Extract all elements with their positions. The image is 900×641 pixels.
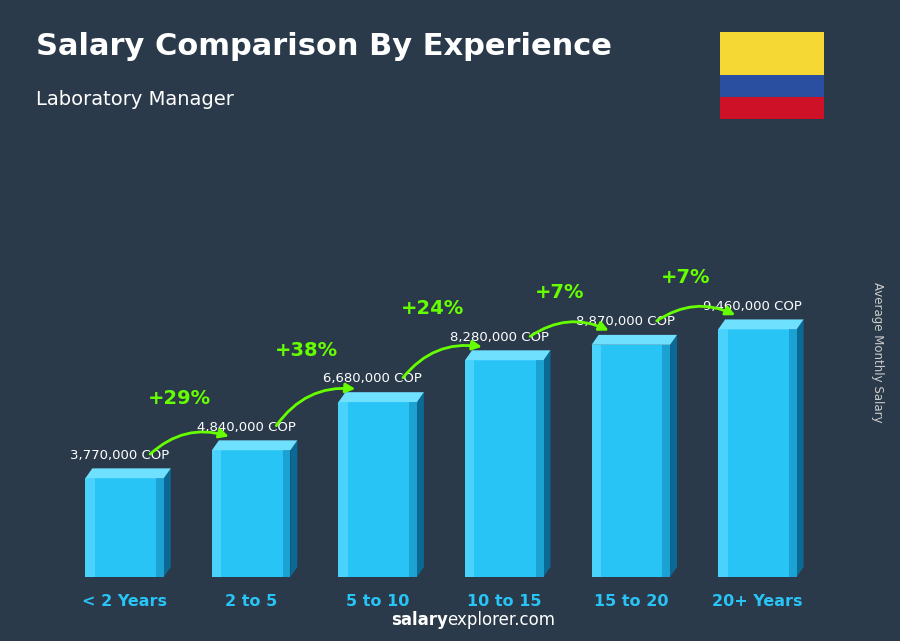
Polygon shape <box>796 319 804 577</box>
Text: 20+ Years: 20+ Years <box>712 594 803 609</box>
Polygon shape <box>465 360 474 577</box>
Text: +7%: +7% <box>535 283 584 303</box>
Text: 15 to 20: 15 to 20 <box>594 594 668 609</box>
Bar <box>720 76 824 97</box>
Text: 8,280,000 COP: 8,280,000 COP <box>450 331 549 344</box>
Text: +38%: +38% <box>274 341 338 360</box>
Polygon shape <box>591 345 601 577</box>
Text: +24%: +24% <box>401 299 464 318</box>
Polygon shape <box>291 440 297 577</box>
Polygon shape <box>212 440 297 450</box>
Text: 2 to 5: 2 to 5 <box>225 594 277 609</box>
Text: < 2 Years: < 2 Years <box>82 594 167 609</box>
Polygon shape <box>788 329 796 577</box>
Polygon shape <box>417 392 424 577</box>
Text: explorer.com: explorer.com <box>447 612 555 629</box>
Polygon shape <box>164 469 171 577</box>
Text: +7%: +7% <box>662 268 711 287</box>
Polygon shape <box>718 319 804 329</box>
Polygon shape <box>591 345 670 577</box>
Polygon shape <box>86 478 94 577</box>
Text: 9,460,000 COP: 9,460,000 COP <box>703 299 802 313</box>
Polygon shape <box>544 351 551 577</box>
Text: salary: salary <box>392 612 448 629</box>
Polygon shape <box>410 402 417 577</box>
Polygon shape <box>670 335 677 577</box>
Polygon shape <box>212 450 291 577</box>
Polygon shape <box>591 335 677 345</box>
Text: 10 to 15: 10 to 15 <box>467 594 542 609</box>
Text: 4,840,000 COP: 4,840,000 COP <box>197 420 295 433</box>
Text: 8,870,000 COP: 8,870,000 COP <box>576 315 675 328</box>
Text: Average Monthly Salary: Average Monthly Salary <box>871 282 884 423</box>
Polygon shape <box>283 450 291 577</box>
Bar <box>720 32 824 76</box>
Text: +29%: +29% <box>148 389 211 408</box>
Polygon shape <box>338 402 348 577</box>
Text: 3,770,000 COP: 3,770,000 COP <box>70 449 169 462</box>
Polygon shape <box>465 351 551 360</box>
Polygon shape <box>86 478 164 577</box>
Polygon shape <box>536 360 544 577</box>
Polygon shape <box>86 469 171 478</box>
Text: Laboratory Manager: Laboratory Manager <box>36 90 234 109</box>
Text: 6,680,000 COP: 6,680,000 COP <box>323 372 422 385</box>
Text: Salary Comparison By Experience: Salary Comparison By Experience <box>36 32 612 61</box>
Polygon shape <box>718 329 727 577</box>
Bar <box>720 97 824 119</box>
Polygon shape <box>465 360 544 577</box>
Polygon shape <box>156 478 164 577</box>
Polygon shape <box>338 392 424 402</box>
Polygon shape <box>338 402 417 577</box>
Text: 5 to 10: 5 to 10 <box>346 594 410 609</box>
Polygon shape <box>662 345 670 577</box>
Polygon shape <box>718 329 796 577</box>
Polygon shape <box>212 450 221 577</box>
